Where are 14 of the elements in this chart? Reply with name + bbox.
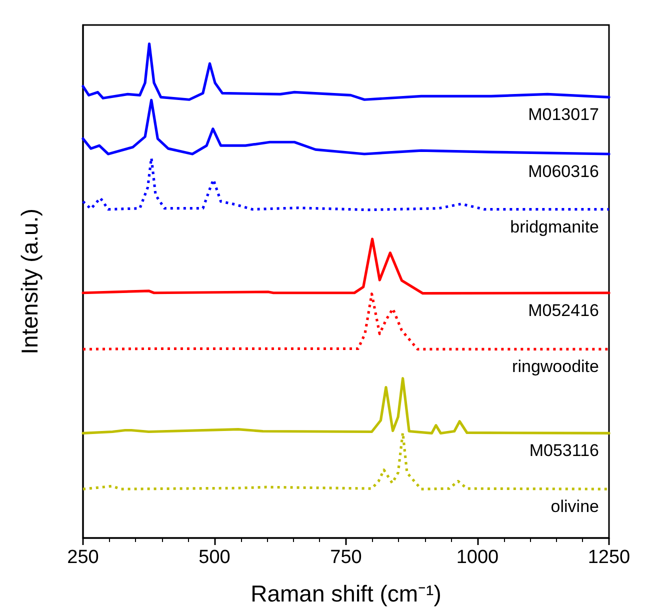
series-label: M060316 xyxy=(528,162,599,181)
x-axis-title: Raman shift (cm⁻¹) xyxy=(250,580,442,606)
x-tick-label: 250 xyxy=(67,547,99,568)
x-tick-label: 1000 xyxy=(456,547,499,568)
x-tick-label: 500 xyxy=(198,547,230,568)
series-label: M053116 xyxy=(529,441,599,460)
x-tick-label: 1250 xyxy=(588,547,630,568)
x-tick-label: 750 xyxy=(330,547,362,568)
series-label: M052416 xyxy=(528,300,599,320)
y-axis-title: Intensity (a.u.) xyxy=(16,208,42,354)
series-label: M013017 xyxy=(528,105,599,124)
series-label: olivine xyxy=(550,497,599,516)
series-label: ringwoodite xyxy=(512,357,599,376)
series-label: bridgmanite xyxy=(510,217,599,236)
